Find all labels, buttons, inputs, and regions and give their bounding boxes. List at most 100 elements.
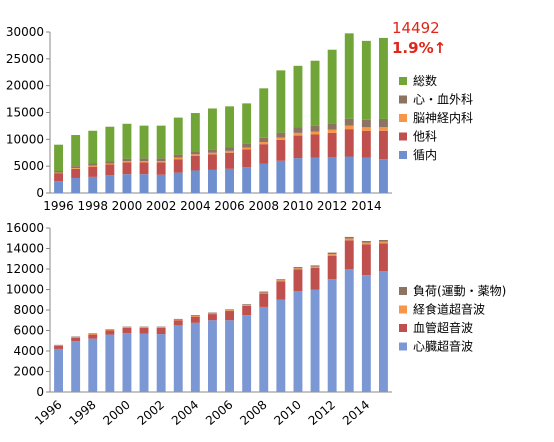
bar-segment (208, 154, 217, 170)
bar-segment (344, 238, 354, 241)
bar-segment (310, 266, 320, 268)
bar-segment (310, 289, 320, 392)
bar-segment (105, 164, 115, 176)
legend-label: 血管超音波 (413, 320, 473, 335)
bar-segment (122, 158, 132, 162)
bar-segment (379, 118, 388, 127)
bar-segment (276, 299, 286, 392)
legend-item: 循内 (399, 148, 437, 162)
bar-segment (139, 327, 149, 328)
bar-segment (88, 338, 98, 392)
legend-swatch (399, 77, 407, 85)
bar-segment (327, 254, 337, 256)
bar-segment (242, 143, 252, 148)
bar-segment (276, 137, 286, 140)
legend-item: 他科 (399, 130, 437, 144)
bar-segment (54, 170, 63, 173)
bar-segment (242, 315, 252, 392)
bar-segment (327, 157, 337, 193)
bar-segment (156, 125, 166, 159)
bar-segment (293, 268, 303, 270)
bar-segment (361, 127, 371, 131)
legend-label: 循内 (413, 148, 437, 162)
bar-segment (139, 125, 149, 159)
y-tick-label: 6000 (13, 324, 44, 338)
y-tick-label: 25000 (6, 52, 44, 66)
bar-segment (88, 333, 98, 334)
bar-segment (88, 165, 98, 167)
legend-swatch (399, 114, 407, 122)
legend-label: 心・血外科 (413, 93, 473, 107)
bar-segment (139, 174, 149, 193)
bar-segment (259, 144, 269, 164)
x-tick-label: 2010 (283, 199, 314, 213)
bar-segment (122, 333, 132, 392)
bar-segment (276, 70, 286, 133)
bar-segment (327, 279, 337, 392)
bar-segment (225, 309, 234, 311)
bar-segment (361, 241, 371, 243)
bar-segment (71, 168, 81, 169)
bar-segment (71, 168, 81, 178)
bar-segment (173, 325, 183, 392)
bar-segment (293, 291, 303, 392)
bar-segment (139, 327, 149, 334)
bar-segment (54, 345, 63, 349)
y-tick-label: 30000 (6, 25, 44, 39)
bar-segment (173, 117, 183, 155)
bar-segment (242, 305, 252, 306)
bar-segment (156, 327, 166, 328)
x-tick-label: 2008 (248, 199, 279, 213)
legend-swatch (399, 342, 407, 351)
bar-segment (276, 281, 286, 300)
bar-segment (88, 176, 98, 193)
bar-segment (259, 142, 269, 145)
bar-segment (242, 147, 252, 150)
bar-segment (361, 130, 371, 158)
y-tick-label: 15000 (6, 106, 44, 120)
bar-segment (105, 330, 115, 335)
bar-segment (327, 255, 337, 280)
bar-segment (190, 316, 200, 323)
bar-segment (71, 177, 81, 193)
legend-label: 負荷(運動・薬物) (413, 284, 506, 298)
bar-segment (208, 149, 217, 153)
bar-segment (122, 161, 132, 163)
x-tick-label: 2014 (351, 199, 382, 213)
bar-segment (105, 334, 115, 392)
bar-segment (379, 159, 388, 193)
bar-segment (344, 125, 354, 130)
legend-item: 脳神経内科 (399, 111, 473, 125)
bar-segment (379, 271, 388, 392)
bar-segment (105, 163, 115, 165)
y-tick-label: 12000 (6, 262, 44, 276)
legend-item: 心・血外科 (399, 93, 473, 107)
legend-item: 経食道超音波 (399, 302, 485, 317)
bar-segment (327, 129, 337, 133)
bar-segment (259, 292, 269, 294)
bar-segment (156, 327, 166, 335)
y-tick-label: 0 (36, 385, 44, 399)
y-tick-label: 2000 (13, 365, 44, 379)
bar-segment (173, 157, 183, 160)
bar-segment (88, 334, 98, 339)
bar-segment (208, 152, 217, 155)
bar-segment (327, 123, 337, 130)
bar-segment (139, 326, 149, 328)
bar-segment (122, 327, 132, 334)
bar-segment (327, 252, 337, 255)
y-tick-label: 10000 (6, 283, 44, 297)
bar-segment (88, 163, 98, 166)
y-tick-label: 20000 (6, 79, 44, 93)
bar-segment (54, 345, 63, 346)
bar-segment (310, 157, 320, 193)
y-tick-label: 0 (36, 186, 44, 200)
legend-swatch (399, 287, 407, 295)
bar-segment (242, 103, 252, 144)
x-tick-label: 2008 (237, 398, 269, 428)
bar-segment (208, 314, 217, 321)
legend-swatch (399, 324, 407, 332)
bar-segment (276, 132, 286, 138)
bar-segment (208, 169, 217, 193)
bar-segment (361, 242, 371, 245)
